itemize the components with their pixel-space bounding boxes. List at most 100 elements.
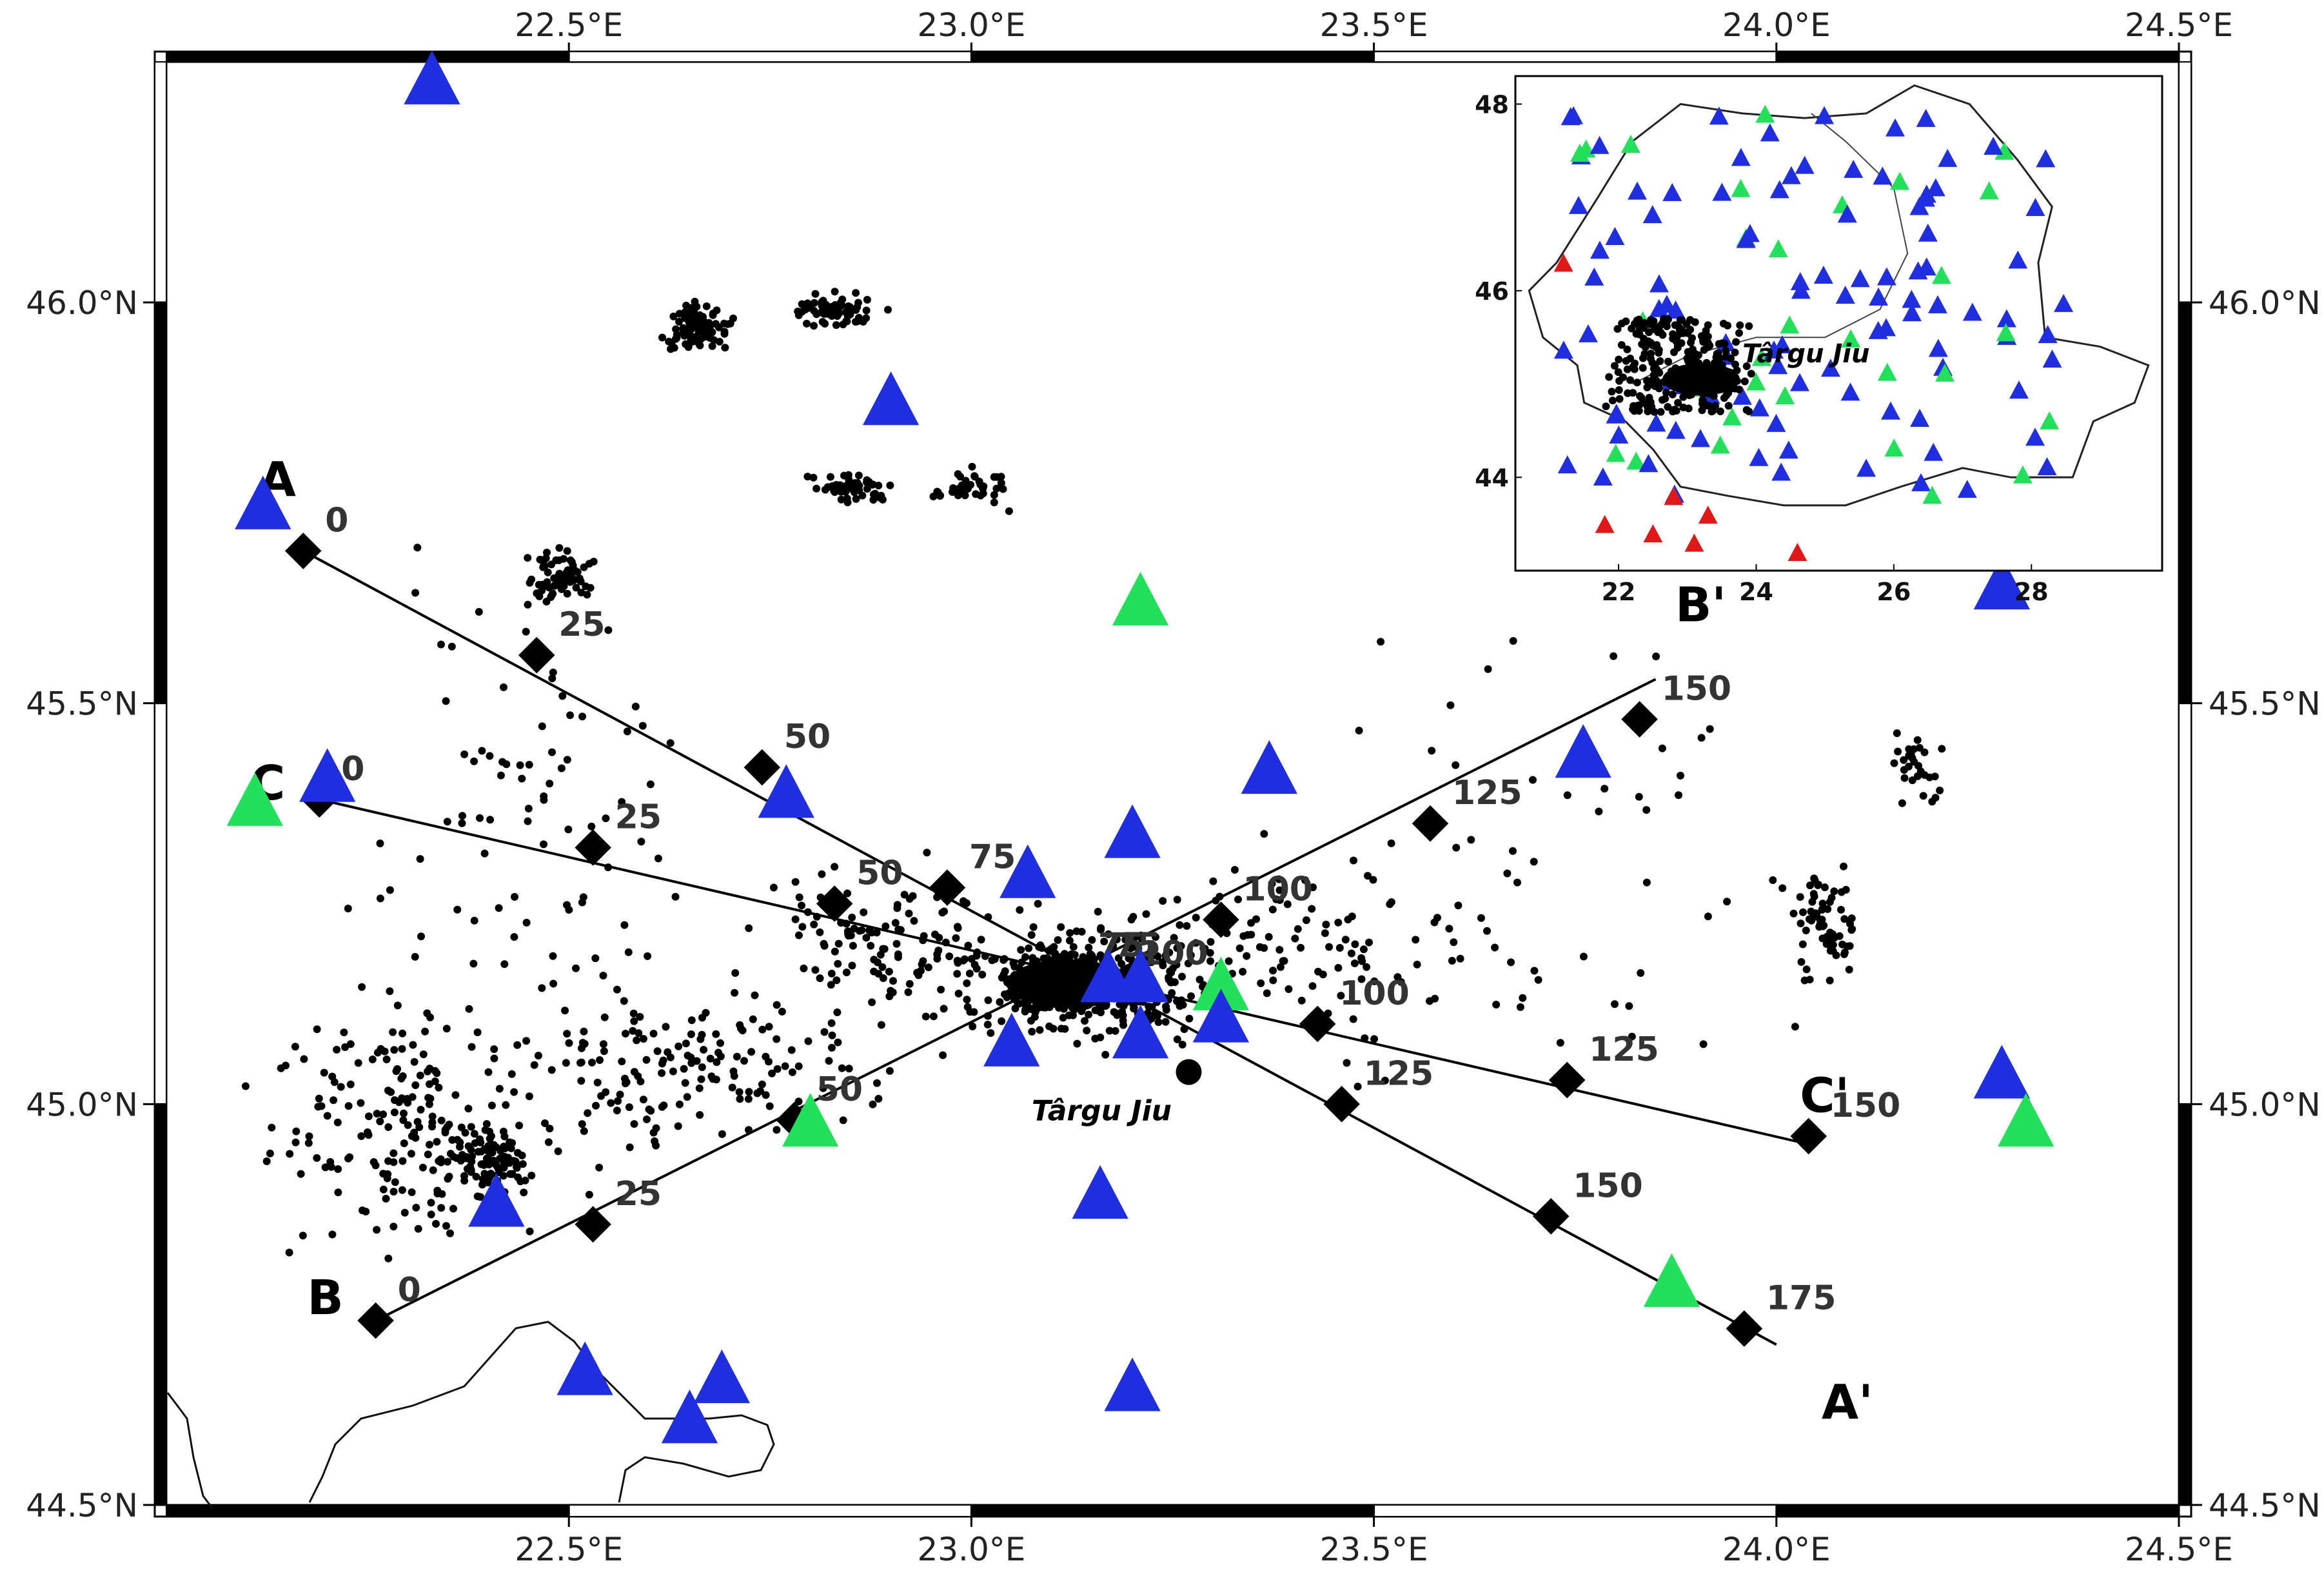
epicenter-dot xyxy=(773,1065,782,1073)
inset-epicenter-dot xyxy=(1722,347,1730,355)
epicenter-dot xyxy=(1168,989,1176,997)
station-triangle-blue xyxy=(983,1012,1040,1066)
epicenter-dot xyxy=(1915,743,1924,752)
frame-band-left xyxy=(154,302,167,704)
epicenter-dot xyxy=(788,1068,796,1076)
inset-epicenter-dot xyxy=(1630,402,1638,410)
inset-station-green xyxy=(1884,438,1904,457)
epicenter-dot xyxy=(1806,881,1814,890)
station-triangle-blue xyxy=(661,1390,718,1444)
epicenter-dot xyxy=(795,893,803,901)
epicenter-dot xyxy=(1894,747,1902,756)
epicenter-dot xyxy=(1625,1002,1633,1010)
y-tick-label-left: 45.0°N xyxy=(26,1086,138,1123)
inset-epicenter-dot xyxy=(1608,397,1617,405)
epicenter-dot xyxy=(698,1063,706,1072)
epicenter-dot xyxy=(1637,969,1645,977)
epicenter-dot xyxy=(468,1152,477,1161)
epicenter-dot xyxy=(487,1170,495,1178)
epicenter-dot xyxy=(1120,965,1128,974)
inset-station-green xyxy=(1996,323,2016,342)
distance-label: 25 xyxy=(558,605,605,644)
epicenter-dot xyxy=(425,1100,433,1108)
epicenter-dot xyxy=(521,1176,529,1184)
epicenter-dot xyxy=(1031,1008,1039,1016)
epicenter-dot xyxy=(565,1039,573,1047)
epicenter-dot xyxy=(1206,957,1214,965)
epicenter-dot xyxy=(862,306,871,315)
epicenter-dot xyxy=(992,484,1001,493)
epicenter-dot xyxy=(600,1047,608,1056)
epicenter-dot xyxy=(938,909,947,917)
inset-station-blue xyxy=(2009,380,2029,399)
epicenter-dot xyxy=(718,1130,726,1138)
epicenter-dot xyxy=(791,915,800,923)
inset-epicenter-dot xyxy=(1650,408,1659,416)
epicenter-dot xyxy=(1393,973,1402,981)
epicenter-dot xyxy=(1147,947,1155,955)
epicenter-dot xyxy=(629,1009,638,1017)
epicenter-dot xyxy=(1699,1040,1708,1048)
epicenter-dot xyxy=(389,1188,398,1196)
epicenter-dot xyxy=(670,344,678,352)
inset-station-blue xyxy=(1649,274,1669,293)
epicenter-dot xyxy=(457,1157,465,1165)
inset-epicenter-dot xyxy=(1624,389,1632,397)
epicenter-dot xyxy=(914,971,923,979)
epicenter-dot xyxy=(1161,1017,1170,1026)
epicenter-dot xyxy=(381,1170,389,1179)
epicenter-dot xyxy=(1529,776,1537,784)
epicenter-dot xyxy=(828,1043,836,1052)
epicenter-dot xyxy=(1826,929,1834,937)
epicenter-dot xyxy=(525,761,533,769)
distance-marker xyxy=(1548,1061,1586,1099)
epicenter-dot xyxy=(393,1001,402,1010)
epicenter-dot xyxy=(1467,836,1475,844)
epicenter-dot xyxy=(654,854,662,863)
epicenter-dot xyxy=(587,822,596,830)
epicenter-dot xyxy=(658,333,666,342)
epicenter-dot xyxy=(1799,908,1807,916)
inset-station-blue xyxy=(1628,181,1648,200)
epicenter-dot xyxy=(1101,1050,1110,1059)
epicenter-dot xyxy=(714,1048,722,1057)
epicenter-dot xyxy=(954,989,963,997)
epicenter-dot xyxy=(893,904,901,912)
epicenter-dot xyxy=(964,941,972,950)
epicenter-dot xyxy=(596,1056,604,1064)
epicenter-dot xyxy=(456,1143,464,1151)
distance-marker xyxy=(929,869,966,906)
epicenter-dot xyxy=(821,486,829,494)
epicenter-dot xyxy=(299,1232,307,1240)
epicenter-dot xyxy=(675,1042,683,1050)
epicenter-dot xyxy=(630,1017,638,1025)
epicenter-dot xyxy=(599,972,607,979)
epicenter-dot xyxy=(330,1078,339,1086)
epicenter-dot xyxy=(877,1021,885,1029)
epicenter-dot xyxy=(1910,758,1918,766)
epicenter-dot xyxy=(847,931,855,939)
epicenter-dot xyxy=(362,1208,370,1215)
epicenter-dot xyxy=(397,1074,406,1083)
epicenter-dot xyxy=(564,825,573,834)
inset-station-blue xyxy=(1593,467,1613,486)
inset-epicenter-dot xyxy=(1671,321,1679,329)
inset-epicenter-dot xyxy=(1659,396,1666,404)
epicenter-dot xyxy=(862,934,871,942)
epicenter-dot xyxy=(839,1116,847,1125)
epicenter-dot xyxy=(599,1040,607,1048)
epicenter-dot xyxy=(443,1123,451,1131)
epicenter-dot xyxy=(1162,1006,1170,1014)
epicenter-dot xyxy=(811,966,820,974)
epicenter-dot xyxy=(1452,843,1461,852)
station-triangle-blue xyxy=(1973,556,2031,610)
epicenter-dot xyxy=(1176,921,1184,929)
epicenter-dot xyxy=(1088,936,1096,944)
epicenter-dot xyxy=(672,335,680,343)
inset-epicenter-dot xyxy=(1704,332,1712,340)
epicenter-dot xyxy=(429,1166,437,1174)
epicenter-dot xyxy=(1595,807,1603,816)
epicenter-dot xyxy=(464,1142,473,1150)
inset-station-green xyxy=(1775,386,1795,405)
epicenter-dot xyxy=(569,576,577,585)
